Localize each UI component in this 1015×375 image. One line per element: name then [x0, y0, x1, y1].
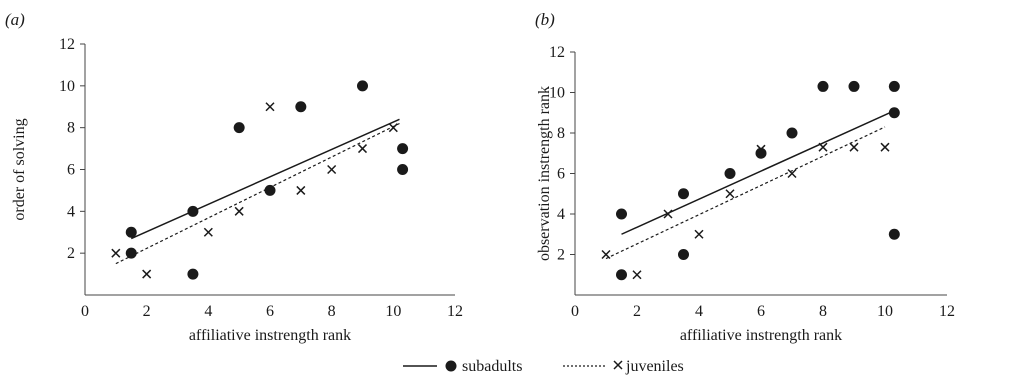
x-tick-label: 4	[695, 303, 703, 320]
juveniles-point	[694, 229, 704, 239]
subadults-point	[397, 143, 409, 155]
juveniles-point	[142, 269, 152, 279]
y-tick-label: 12	[549, 44, 565, 61]
subadults-point	[616, 269, 627, 281]
x-tick-label: 10	[877, 303, 893, 320]
y-axis-label: observation instrength rank	[536, 86, 553, 261]
juveniles-point	[203, 227, 213, 237]
x-tick-label: 2	[143, 303, 151, 320]
y-tick-label: 2	[67, 245, 75, 262]
subadults-point	[848, 80, 860, 92]
subadults-point	[888, 80, 900, 92]
subadults-point	[357, 80, 368, 92]
x-tick-label: 0	[81, 303, 89, 320]
subadults-point	[397, 164, 409, 175]
juveniles-trend-line	[605, 126, 886, 260]
x-axis-label: affiliative instrength rank	[189, 327, 351, 344]
x-tick-label: 8	[328, 303, 336, 320]
juveniles-point	[849, 142, 859, 152]
juveniles-point	[818, 142, 828, 152]
subadults-point	[125, 226, 137, 238]
juveniles-point	[787, 168, 797, 179]
y-axis-label: order of solving	[11, 118, 28, 220]
x-tick-label: 6	[266, 303, 274, 320]
subadults-point	[616, 208, 627, 220]
y-tick-label: 8	[557, 125, 565, 142]
juveniles-point	[632, 270, 642, 280]
subadults-point	[888, 228, 900, 240]
subadults-trend-line	[621, 110, 895, 235]
juveniles-point	[601, 249, 611, 260]
y-tick-label: 4	[67, 203, 75, 220]
subadults-point	[678, 249, 689, 260]
panel-b: (b) 0 2 4 6 8 10 12 2 4 6 8 10 12 affiliative instreng…	[535, 10, 955, 344]
juveniles-point	[663, 209, 673, 219]
subadults-point	[125, 247, 137, 259]
legend-juveniles-marker	[613, 360, 623, 370]
juveniles-point	[388, 123, 398, 133]
subadults-point	[678, 188, 689, 200]
subadults-point	[888, 107, 900, 119]
subadults-point	[724, 168, 736, 179]
y-tick-label: 6	[557, 166, 565, 183]
legend-subadults-label: subadults	[462, 358, 522, 375]
juveniles-point	[756, 144, 766, 154]
y-tick-label: 6	[67, 162, 75, 179]
juveniles-trend-line	[115, 122, 400, 265]
y-tick-label: 8	[67, 120, 75, 137]
subadults-point	[187, 268, 199, 280]
juveniles-point	[880, 142, 890, 152]
y-tick-label: 2	[557, 247, 565, 264]
subadults-point	[755, 147, 767, 159]
x-tick-label: 12	[939, 303, 955, 320]
x-tick-label: 6	[757, 303, 765, 320]
juveniles-point	[296, 185, 306, 195]
panel-label: (b)	[535, 10, 555, 29]
subadults-point	[817, 80, 829, 92]
x-tick-label: 8	[819, 303, 827, 320]
subadults-point	[233, 122, 245, 134]
y-tick-label: 10	[59, 78, 75, 95]
subadults-point	[786, 127, 798, 139]
x-tick-label: 12	[447, 303, 463, 320]
juveniles-point	[111, 248, 121, 258]
juveniles-point	[357, 144, 368, 154]
juveniles-point	[327, 164, 337, 175]
legend: subadults juveniles	[403, 358, 684, 375]
x-tick-label: 2	[633, 303, 641, 320]
y-tick-label: 12	[59, 36, 75, 53]
y-tick-label: 4	[557, 206, 565, 223]
subadults-point	[187, 205, 199, 217]
legend-juveniles-label: juveniles	[625, 358, 684, 375]
juveniles-point	[725, 189, 735, 199]
x-tick-label: 0	[571, 303, 579, 320]
juveniles-point	[265, 102, 275, 112]
legend-subadults-marker	[445, 360, 457, 372]
subadults-trend-line	[130, 118, 400, 240]
panel-label: (a)	[5, 10, 25, 29]
juveniles-point	[234, 206, 244, 216]
panel-a: (a) 0 2 4 6 8 10 12 2 4 6 8 10 12 affiliative instreng…	[5, 10, 463, 344]
x-tick-label: 4	[204, 303, 212, 320]
subadults-point	[295, 101, 307, 113]
y-tick-label: 10	[549, 85, 565, 102]
x-tick-label: 10	[385, 303, 401, 320]
x-axis-label: affiliative instrength rank	[680, 327, 842, 344]
subadults-point	[264, 184, 276, 196]
